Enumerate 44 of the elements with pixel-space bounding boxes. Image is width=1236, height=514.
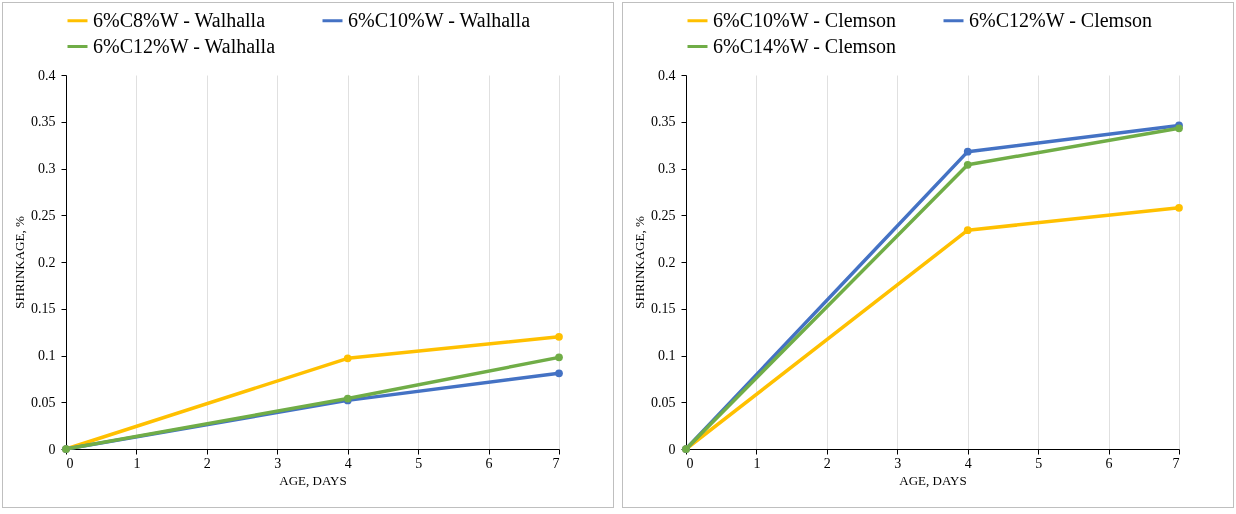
- legend-label: 6%C8%W - Walhalla: [93, 8, 266, 31]
- y-tick-label: 0.35: [31, 114, 56, 130]
- y-axis-title: SHRINKAGE, %: [632, 216, 647, 309]
- y-tick-label: 0.2: [658, 254, 676, 270]
- y-tick-label: 0.25: [651, 207, 676, 223]
- y-tick-label: 0.05: [651, 394, 676, 410]
- legend-label: 6%C12%W - Clemson: [969, 8, 1152, 31]
- x-tick-label: 5: [415, 455, 423, 471]
- y-tick-label: 0.2: [38, 254, 56, 270]
- y-tick-label: 0.25: [31, 207, 56, 223]
- x-tick-label: 1: [753, 455, 761, 471]
- y-tick-label: 0.3: [38, 161, 56, 176]
- legend-label: 6%C12%W - Walhalla: [93, 34, 276, 57]
- x-tick-label: 6: [485, 455, 493, 471]
- y-tick-label: 0.4: [658, 67, 676, 83]
- legend-label: 6%C14%W - Clemson: [713, 34, 896, 57]
- y-tick-label: 0.35: [651, 114, 676, 130]
- x-tick-label: 2: [823, 455, 831, 471]
- x-tick-label: 4: [344, 455, 352, 471]
- x-tick-label: 7: [1172, 455, 1180, 471]
- y-tick-label: 0.1: [38, 348, 56, 363]
- y-tick-label: 0.1: [658, 348, 676, 363]
- y-tick-label: 0: [48, 441, 56, 457]
- y-tick-label: 0.15: [31, 301, 56, 317]
- x-tick-label: 7: [552, 455, 560, 471]
- y-tick-label: 0.3: [658, 161, 676, 176]
- x-tick-label: 6: [1105, 455, 1113, 471]
- x-tick-label: 4: [964, 455, 972, 471]
- x-tick-label: 3: [274, 455, 282, 471]
- y-tick-label: 0.15: [651, 301, 676, 317]
- x-tick-label: 1: [133, 455, 141, 471]
- x-tick-label: 2: [203, 455, 211, 471]
- legend-label: 6%C10%W - Walhalla: [348, 8, 531, 31]
- x-axis-title: AGE, DAYS: [279, 472, 347, 488]
- y-tick-label: 0: [668, 441, 676, 457]
- legend-label: 6%C10%W - Clemson: [713, 8, 896, 31]
- y-tick-label: 0.05: [31, 394, 56, 410]
- x-tick-label: 0: [66, 455, 74, 471]
- x-tick-label: 3: [894, 455, 902, 471]
- y-tick-label: 0.4: [38, 67, 56, 83]
- y-axis-title: SHRINKAGE, %: [12, 216, 27, 309]
- x-tick-label: 0: [686, 455, 694, 471]
- x-tick-label: 5: [1035, 455, 1043, 471]
- x-axis-title: AGE, DAYS: [899, 472, 967, 488]
